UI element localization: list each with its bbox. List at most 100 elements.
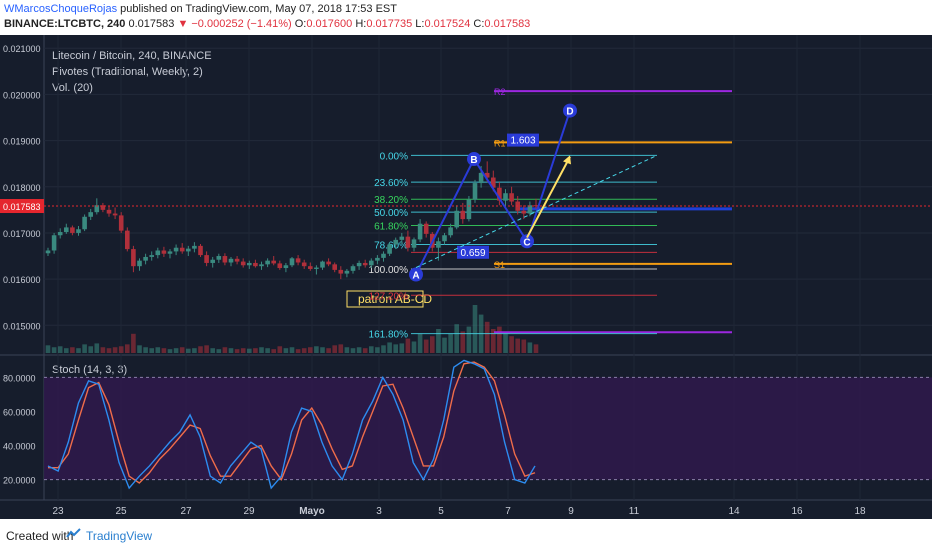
candle-body <box>356 262 362 267</box>
volume-bar <box>240 348 246 353</box>
volume-bar <box>356 347 362 353</box>
volume-bar <box>332 345 337 353</box>
volume-bar <box>362 348 368 353</box>
volume-bar <box>204 345 209 353</box>
legend-title[interactable]: Litecoin / Bitcoin, 240, BINANCE <box>52 50 212 62</box>
volume-bar <box>338 344 344 353</box>
pivot-label: S1 <box>494 260 505 270</box>
candle-body <box>94 205 100 213</box>
volume-bar <box>247 348 252 353</box>
candle-body <box>405 236 411 248</box>
candle-body <box>155 250 161 256</box>
chart-area[interactable]: Litecoin / Bitcoin, 240, BINANCE Pivotes… <box>0 35 932 519</box>
current-price-label: 0.017583 <box>3 202 41 212</box>
candle-body <box>484 172 490 178</box>
time-tick-label: 16 <box>791 506 803 517</box>
stoch-tick-label: 60.0000 <box>3 407 36 417</box>
ratio-badge <box>457 245 489 259</box>
volume-bar <box>320 347 325 353</box>
symbol-name[interactable]: BINANCE:LTCBTC, 240 <box>4 18 126 30</box>
volume-bar <box>533 344 539 353</box>
candle-body <box>448 227 453 236</box>
volume-bar <box>192 348 197 353</box>
candle-body <box>399 236 405 240</box>
volume-bar <box>472 305 478 353</box>
candle-body <box>137 260 142 267</box>
candle-body <box>76 229 81 233</box>
volume-bar <box>295 349 301 353</box>
pattern-point-label: B <box>470 155 477 166</box>
time-tick-label: 23 <box>52 506 64 517</box>
candle-body <box>527 205 533 214</box>
time-tick-label: 14 <box>728 506 740 517</box>
legend-pivots[interactable]: Pivotes (Traditional, Weekly, 2) <box>52 66 203 78</box>
candle-body <box>192 245 197 249</box>
volume-bar <box>308 347 313 353</box>
price-tick-label: 0.015000 <box>3 321 41 331</box>
candle-body <box>131 249 136 267</box>
time-tick-label: 18 <box>854 506 866 517</box>
fib-level-label: 23.60% <box>374 178 408 189</box>
candle-body <box>521 210 527 214</box>
candle-body <box>88 212 93 217</box>
volume-bar <box>442 337 447 353</box>
volume-bar <box>167 349 173 353</box>
volume-bar <box>454 324 459 353</box>
abcd-pattern-line <box>415 110 571 275</box>
candle-body <box>417 223 423 240</box>
candle-body <box>57 232 63 236</box>
volume-bar <box>417 333 423 353</box>
volume-bar <box>289 347 295 353</box>
legend-stoch[interactable]: Stoch (14, 3, 3) <box>52 364 127 376</box>
volume-bar <box>137 345 142 353</box>
volume-bar <box>326 348 331 353</box>
volume-bar <box>64 348 69 353</box>
time-tick-label: 9 <box>568 506 574 517</box>
fib-level-label: 61.80% <box>374 222 408 233</box>
candle-body <box>423 223 429 234</box>
volume-bar <box>448 333 453 353</box>
candle-body <box>173 247 179 252</box>
volume-bar <box>344 347 350 353</box>
pattern-point-label: A <box>412 271 419 282</box>
author-link[interactable]: WMarcosChoqueRojas <box>4 3 118 15</box>
volume-bar <box>277 346 283 353</box>
high-value: 0.017735 <box>366 18 413 30</box>
legend-volume[interactable]: Vol. (20) <box>52 82 93 94</box>
fib-level-label: 127.20% <box>369 291 409 302</box>
candle-body <box>491 177 496 188</box>
volume-bar <box>387 342 392 353</box>
candle-body <box>509 193 514 202</box>
volume-bar <box>283 348 289 353</box>
projection-arrow-head <box>563 155 571 165</box>
candle-body <box>497 187 502 201</box>
candle-body <box>271 260 276 264</box>
volume-bar <box>198 346 203 353</box>
volume-bar <box>106 348 112 353</box>
volume-bar <box>436 329 441 353</box>
price-change: ▼ −0.000252 (−1.41%) <box>177 18 292 30</box>
volume-bar <box>497 326 502 353</box>
volume-bar <box>222 347 228 353</box>
price-tick-label: 0.017000 <box>3 229 41 239</box>
chart-svg[interactable]: Litecoin / Bitcoin, 240, BINANCE Pivotes… <box>0 35 932 519</box>
volume-bar <box>51 347 57 353</box>
candle-body <box>466 199 472 220</box>
volume-bar <box>94 343 100 353</box>
candle-body <box>234 258 240 262</box>
volume-bar <box>375 347 380 353</box>
tradingview-brand[interactable]: TradingView <box>86 529 153 543</box>
volume-bar <box>88 346 93 353</box>
candle-body <box>350 266 356 271</box>
stoch-tick-label: 80.0000 <box>3 373 36 383</box>
candle-body <box>70 227 75 233</box>
candle-body <box>106 209 112 214</box>
fib-level-label: 50.00% <box>374 208 408 219</box>
volume-bar <box>45 345 51 353</box>
stoch-k-line <box>47 359 536 490</box>
volume-bar <box>253 348 258 353</box>
stoch-d-line <box>48 361 536 484</box>
fib-level-label: 0.00% <box>380 151 408 162</box>
candle-body <box>186 248 191 252</box>
low-value: 0.017524 <box>424 18 471 30</box>
